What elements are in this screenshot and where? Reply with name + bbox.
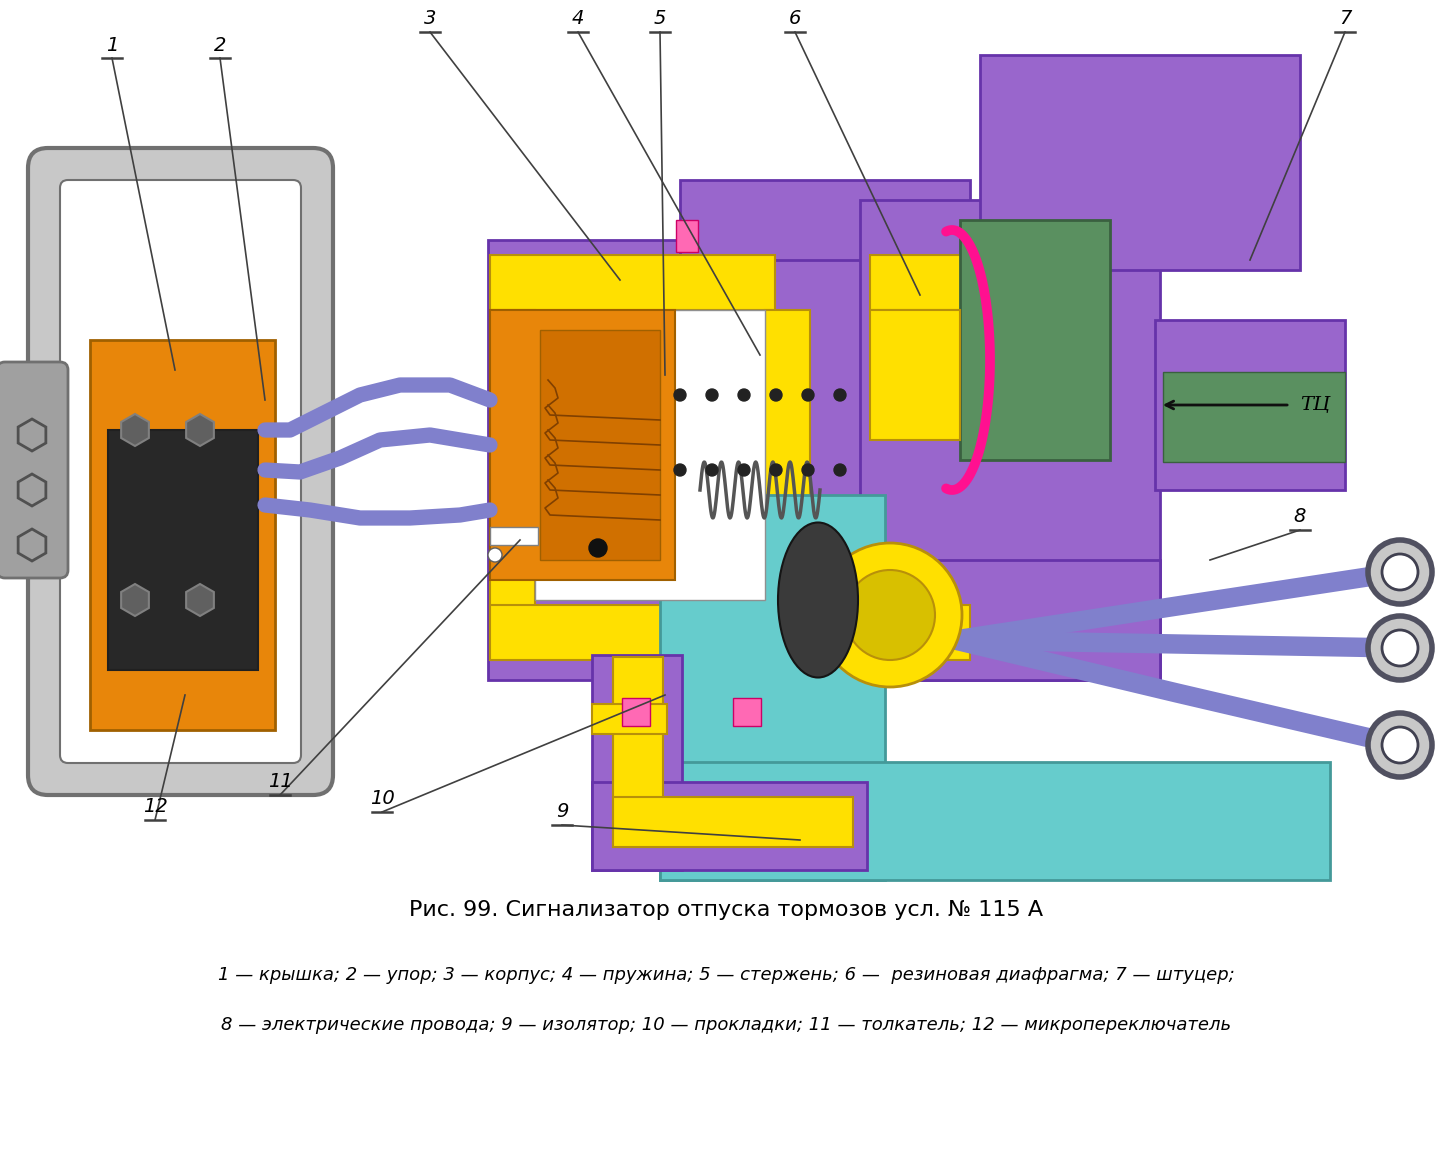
Circle shape — [1382, 727, 1419, 763]
Text: 10: 10 — [370, 789, 395, 808]
Bar — [489, 255, 775, 310]
Bar — [592, 655, 682, 870]
Bar — [680, 180, 970, 260]
Text: 9: 9 — [556, 802, 568, 821]
Bar — [1154, 320, 1345, 489]
Bar — [960, 220, 1109, 460]
Bar — [489, 310, 534, 660]
Bar — [980, 55, 1300, 271]
Circle shape — [770, 464, 783, 475]
Bar — [860, 200, 1160, 680]
Circle shape — [738, 389, 751, 400]
Circle shape — [1382, 630, 1419, 666]
Text: 8: 8 — [1294, 507, 1307, 526]
Bar — [661, 762, 1330, 879]
Bar — [540, 330, 661, 560]
Text: 7: 7 — [1339, 9, 1352, 28]
Ellipse shape — [778, 522, 858, 678]
FancyBboxPatch shape — [60, 180, 301, 763]
Circle shape — [590, 539, 607, 557]
Text: 5: 5 — [653, 9, 666, 28]
Circle shape — [738, 464, 751, 475]
Bar — [1163, 372, 1345, 463]
Bar — [489, 527, 539, 545]
Circle shape — [817, 543, 963, 687]
Circle shape — [802, 389, 815, 400]
Circle shape — [706, 464, 717, 475]
Bar — [592, 782, 867, 870]
Bar — [489, 605, 810, 660]
Bar — [677, 220, 698, 252]
Bar — [621, 698, 650, 726]
Circle shape — [706, 389, 717, 400]
Circle shape — [1368, 713, 1432, 778]
Circle shape — [833, 464, 847, 475]
Bar — [870, 310, 960, 440]
Bar — [489, 310, 675, 580]
Bar — [661, 495, 886, 879]
Text: Рис. 99. Сигнализатор отпуска тормозов усл. № 115 А: Рис. 99. Сигнализатор отпуска тормозов у… — [409, 900, 1043, 920]
Text: 2: 2 — [213, 36, 227, 55]
Circle shape — [833, 389, 847, 400]
Circle shape — [802, 464, 815, 475]
Bar — [680, 260, 759, 340]
Text: 12: 12 — [142, 797, 167, 816]
Bar — [613, 797, 852, 847]
Bar — [765, 310, 810, 590]
Bar — [107, 430, 258, 670]
Circle shape — [1368, 616, 1432, 680]
Bar — [90, 340, 274, 730]
Text: 1: 1 — [106, 36, 118, 55]
Bar — [613, 657, 664, 847]
Text: 4: 4 — [572, 9, 584, 28]
Circle shape — [1368, 540, 1432, 604]
Circle shape — [674, 389, 685, 400]
Circle shape — [1382, 554, 1419, 590]
Circle shape — [488, 548, 502, 562]
Bar — [733, 698, 761, 726]
Bar — [860, 560, 1160, 680]
Text: 6: 6 — [788, 9, 802, 28]
Bar — [592, 704, 666, 734]
Text: ТЦ: ТЦ — [1300, 396, 1330, 415]
FancyBboxPatch shape — [28, 148, 333, 795]
Bar — [870, 605, 970, 660]
Bar — [870, 255, 990, 310]
FancyBboxPatch shape — [0, 362, 68, 578]
Bar — [488, 240, 908, 680]
Text: 1 — крышка; 2 — упор; 3 — корпус; 4 — пружина; 5 — стержень; 6 —  резиновая диаф: 1 — крышка; 2 — упор; 3 — корпус; 4 — пр… — [218, 966, 1234, 984]
Circle shape — [674, 464, 685, 475]
Bar — [534, 310, 765, 600]
Text: 8 — электрические провода; 9 — изолятор; 10 — прокладки; 11 — толкатель; 12 — ми: 8 — электрические провода; 9 — изолятор;… — [221, 1016, 1231, 1034]
Text: 3: 3 — [424, 9, 436, 28]
Circle shape — [845, 570, 935, 660]
Text: 11: 11 — [267, 772, 292, 790]
Circle shape — [770, 389, 783, 400]
